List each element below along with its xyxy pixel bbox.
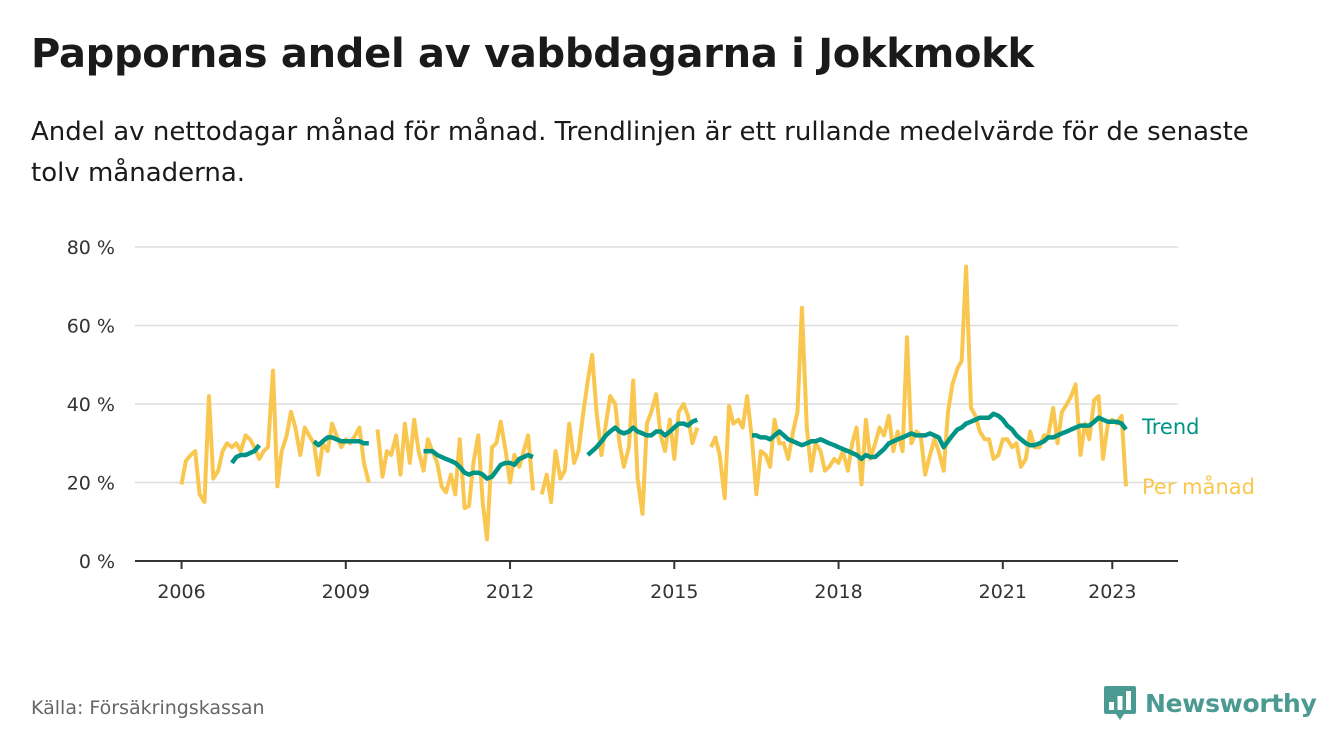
y-tick-label: 0 %	[79, 551, 115, 573]
brand-logo: Newsworthy	[1103, 684, 1317, 722]
series-line-trend	[423, 448, 534, 481]
x-tick-label: 2006	[157, 581, 205, 603]
series-label-trend: Trend	[1141, 415, 1199, 439]
series-lines	[179, 264, 1128, 542]
series-line-trend	[586, 417, 699, 457]
chart-title: Pappornas andel av vabbdagarna i Jokkmok…	[31, 31, 1034, 77]
y-tick-label: 60 %	[67, 316, 115, 338]
gridlines	[135, 246, 1178, 484]
series-label-per-manad: Per månad	[1142, 474, 1255, 499]
x-tick-label: 2009	[322, 581, 370, 603]
bar-chart-speech-bubble-icon	[1104, 686, 1136, 720]
brand-name: Newsworthy	[1145, 688, 1317, 718]
series-line-per-manad	[539, 352, 700, 516]
chart-subtitle: Andel av nettodagar månad för månad. Tre…	[31, 117, 1249, 188]
y-tick-label: 20 %	[67, 473, 115, 495]
x-tick-label: 2021	[979, 581, 1027, 603]
x-tick-label: 2023	[1088, 581, 1136, 603]
series-line-trend	[752, 411, 1128, 462]
x-tick-label: 2018	[814, 581, 862, 603]
source-note: Källa: Försäkringskassan	[31, 697, 265, 719]
series-line-per-manad	[375, 417, 535, 542]
series-line-trend	[312, 435, 369, 448]
axes: 0 % 20 % 40 % 60 % 80 % 2006 2009 2012 2015 2018 2…	[67, 237, 1178, 603]
x-tick-label: 2012	[486, 581, 534, 603]
y-tick-label: 40 %	[67, 394, 115, 416]
x-tick-label: 2015	[650, 581, 698, 603]
y-tick-label: 80 %	[67, 237, 115, 259]
series-line-per-manad	[709, 264, 1128, 501]
series-line-trend	[230, 443, 262, 465]
